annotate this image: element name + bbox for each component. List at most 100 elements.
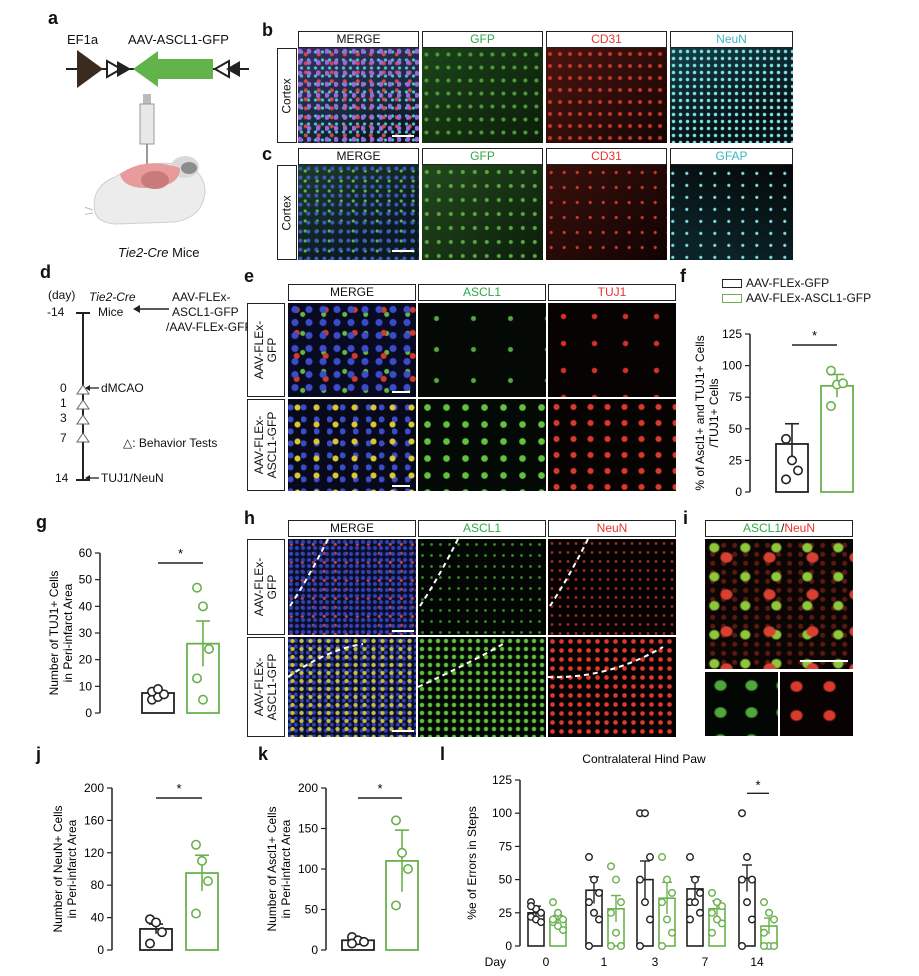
data-point xyxy=(708,888,717,897)
y-tick-label: 125 xyxy=(722,327,742,341)
micrograph-h-merge-ascl1 xyxy=(288,637,416,737)
y-tick-label: 25 xyxy=(499,906,513,920)
y-tick-label: 0 xyxy=(505,939,512,953)
y-tick-label: 0 xyxy=(735,485,742,499)
day-label: 3 xyxy=(60,411,67,425)
x-tick-label: 7 xyxy=(702,955,709,969)
data-point xyxy=(690,875,699,884)
bar xyxy=(820,384,854,493)
timeline-tick-top xyxy=(76,312,90,314)
panel-letter-l: l xyxy=(440,744,446,764)
y-tick-label: 100 xyxy=(298,862,318,876)
micrograph-b-neun xyxy=(670,48,793,143)
micrograph-e-tuj1-gfp xyxy=(548,303,676,397)
header-neun-h: NeuN xyxy=(548,520,676,537)
scale-bar-e1 xyxy=(392,391,410,393)
data-point xyxy=(191,839,202,850)
injection-arrow xyxy=(133,305,169,313)
dmcao-label: dMCAO xyxy=(101,381,144,395)
data-point xyxy=(640,809,649,818)
scale-bar-h1 xyxy=(392,630,414,632)
row-label-cortex: Cortex xyxy=(277,48,297,143)
data-point xyxy=(347,938,358,949)
y-tick-label: 100 xyxy=(492,806,512,820)
y-tick-label: 160 xyxy=(84,813,104,827)
data-point xyxy=(640,898,649,907)
panel-letter-a: a xyxy=(48,8,59,28)
data-point xyxy=(793,465,804,476)
data-point xyxy=(159,689,170,700)
x-axis-label: Day xyxy=(485,955,506,969)
header-ascl1-neun: ASCL1/NeuN xyxy=(705,520,853,537)
row-label-ascl1-e: AAV-FLEx- ASCL1-GFP xyxy=(247,399,285,491)
y-tick-label: 50 xyxy=(305,903,319,917)
data-point xyxy=(662,875,671,884)
tie2cre-label: Tie2-Cre xyxy=(89,290,136,304)
micrograph-c-gfp xyxy=(422,165,543,260)
row-label-cortex-c: Cortex xyxy=(277,165,297,260)
data-point xyxy=(536,918,545,927)
data-point xyxy=(743,898,752,907)
data-point xyxy=(157,927,168,938)
scale-bar-c xyxy=(392,250,414,252)
y-tick-label: 75 xyxy=(729,390,743,404)
data-point xyxy=(657,941,666,950)
header-gfp-c: GFP xyxy=(422,148,543,165)
data-point xyxy=(713,898,722,907)
data-point xyxy=(770,915,778,924)
y-axis-label: in Peri-infarct Area xyxy=(279,819,293,918)
data-point xyxy=(203,876,214,887)
virus-line-1: AAV-FLEx- xyxy=(172,290,231,304)
y-tick-label: 40 xyxy=(91,911,105,925)
mice-label: Tie2-Cre Mice xyxy=(118,245,200,260)
row-label-ascl1-h: AAV-FLEx- ASCL1-GFP xyxy=(247,637,285,737)
header-gfap-c: GFAP xyxy=(670,148,793,165)
data-point xyxy=(606,862,615,871)
data-point xyxy=(743,853,752,862)
tuj1-arrow xyxy=(85,475,99,481)
x-tick-label: 1 xyxy=(601,955,608,969)
data-point xyxy=(770,942,778,950)
data-point xyxy=(657,853,666,862)
data-point xyxy=(584,853,593,862)
header-gfp: GFP xyxy=(422,31,543,48)
chart-title: Contralateral Hind Paw xyxy=(582,752,706,766)
data-point xyxy=(662,915,671,924)
ef1a-label: EF1a xyxy=(67,32,99,47)
data-point xyxy=(616,898,625,907)
micrograph-i-merge xyxy=(705,539,853,669)
day-unit-label: (day) xyxy=(48,288,76,302)
data-point xyxy=(558,926,567,935)
x-tick-label: 0 xyxy=(543,955,550,969)
y-axis-label: %e of Errors in Steps xyxy=(465,806,479,919)
header-neun: NeuN xyxy=(670,31,793,48)
y-axis-label: % of Ascl1+ and TUJ1+ Cells xyxy=(693,335,707,490)
micrograph-e-ascl1-gfp xyxy=(418,303,546,397)
data-point xyxy=(685,853,694,862)
y-tick-label: 10 xyxy=(79,679,93,693)
data-point xyxy=(204,644,215,655)
header-merge-c: MERGE xyxy=(298,148,419,165)
data-point xyxy=(553,922,562,931)
y-tick-label: 30 xyxy=(79,626,93,640)
panel-letter-b: b xyxy=(262,20,273,40)
y-tick-label: 80 xyxy=(91,878,105,892)
day-label: -14 xyxy=(47,305,65,319)
data-point xyxy=(695,908,704,917)
data-point xyxy=(594,915,603,924)
y-tick-label: 25 xyxy=(729,453,743,467)
timeline-axis xyxy=(82,312,84,480)
data-point xyxy=(192,673,203,684)
legend-label-gfp: AAV-FLEx-GFP xyxy=(746,276,830,290)
day-label: 7 xyxy=(60,431,67,445)
data-point xyxy=(826,401,837,412)
x-tick-label: 14 xyxy=(750,955,764,969)
micrograph-e-tuj1-ascl1 xyxy=(548,399,676,491)
scale-bar-e2 xyxy=(392,485,410,487)
timeline-tick-bottom xyxy=(76,479,90,481)
data-point xyxy=(548,898,557,907)
significance-marker: * xyxy=(178,546,183,561)
data-point xyxy=(787,455,798,466)
data-point xyxy=(667,928,676,937)
data-point xyxy=(760,941,769,950)
